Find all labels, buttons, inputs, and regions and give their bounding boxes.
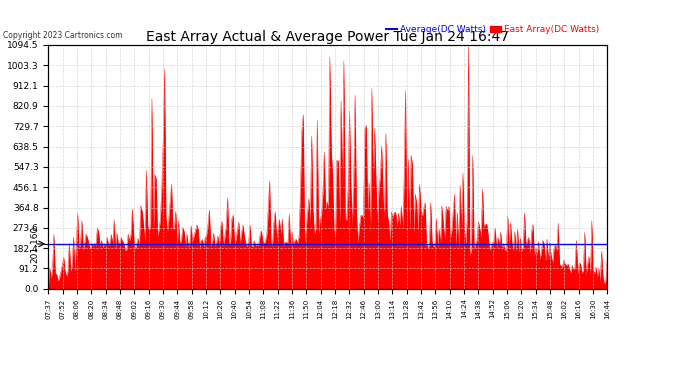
Legend: Average(DC Watts), East Array(DC Watts): Average(DC Watts), East Array(DC Watts) xyxy=(383,21,602,38)
Title: East Array Actual & Average Power Tue Jan 24 16:47: East Array Actual & Average Power Tue Ja… xyxy=(146,30,509,44)
Text: Copyright 2023 Cartronics.com: Copyright 2023 Cartronics.com xyxy=(3,30,123,39)
